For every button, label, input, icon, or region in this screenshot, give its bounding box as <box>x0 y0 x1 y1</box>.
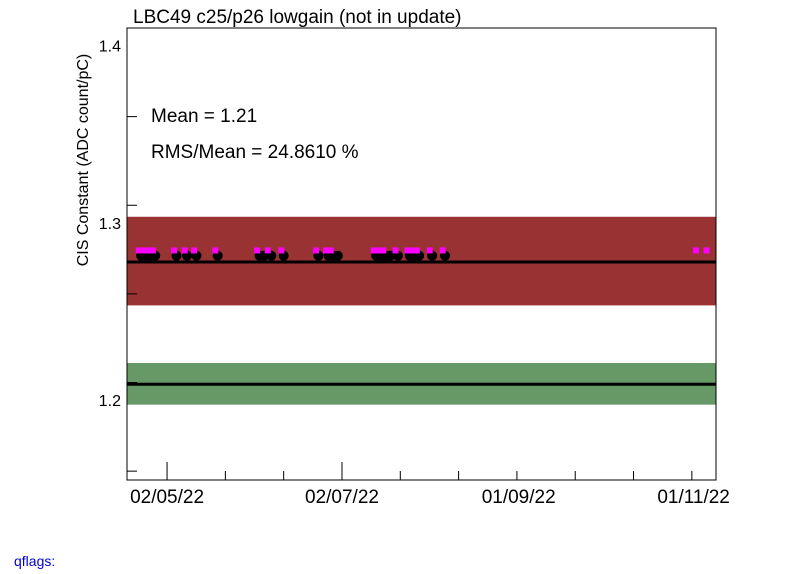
data-point <box>439 247 446 254</box>
chart-title: LBC49 c25/p26 lowgain (not in update) <box>133 7 462 28</box>
x-tick-label: 02/05/22 <box>130 487 204 508</box>
x-tick-label: 02/07/22 <box>305 487 379 508</box>
data-point <box>323 247 330 254</box>
mean-annotation: Mean = 1.21 <box>151 106 257 127</box>
rms-annotation: RMS/Mean = 24.8610 % <box>151 142 359 163</box>
data-point <box>254 247 261 254</box>
data-point <box>212 247 219 254</box>
data-point <box>426 247 433 254</box>
data-point <box>171 247 178 254</box>
y-tick-label: 1.4 <box>99 39 121 56</box>
data-point <box>313 247 320 254</box>
data-point <box>413 247 420 254</box>
x-tick-label: 01/11/22 <box>657 487 730 508</box>
data-point <box>332 250 343 261</box>
data-point <box>181 247 188 254</box>
x-axis: 02/05/22 02/07/22 01/09/22 01/11/22 <box>130 462 730 508</box>
x-tick-label: 01/09/22 <box>482 487 556 508</box>
y-tick-label: 1.2 <box>99 393 121 410</box>
reference-lines <box>127 260 716 386</box>
y-tick-label: 1.3 <box>99 216 121 233</box>
data-point <box>409 247 416 254</box>
data-point <box>145 247 152 254</box>
y-axis: 1.2 1.3 1.4 <box>99 39 137 472</box>
data-point <box>392 247 399 254</box>
tolerance-bands <box>127 216 716 405</box>
data-point <box>404 247 411 254</box>
data-point <box>191 247 198 254</box>
data-point <box>375 247 382 254</box>
data-point <box>149 247 156 254</box>
data-point <box>692 247 699 254</box>
data-point <box>140 247 147 254</box>
data-point <box>370 247 377 254</box>
data-point <box>264 247 271 254</box>
data-point <box>278 247 285 254</box>
plot-frame <box>126 27 717 481</box>
data-point <box>380 247 387 254</box>
y-axis-label: CIS Constant (ADC count/pC) <box>75 54 92 267</box>
data-points <box>135 247 710 261</box>
qflags-label: qflags: <box>14 553 56 569</box>
data-point <box>135 247 142 254</box>
data-point <box>703 247 710 254</box>
data-point <box>327 247 334 254</box>
